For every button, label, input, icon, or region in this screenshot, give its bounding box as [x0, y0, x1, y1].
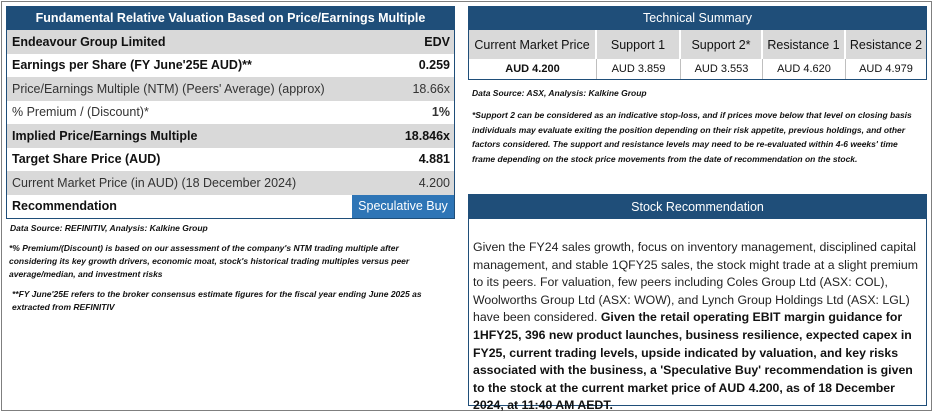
header-support-2: Support 2*	[681, 30, 763, 59]
table-row: % Premium / (Discount)* 1%	[7, 101, 454, 125]
eps-value: 0.259	[418, 58, 450, 73]
company-ticker: EDV	[424, 34, 450, 49]
support-footnote: *Support 2 can be considered as an indic…	[472, 110, 912, 164]
implied-pe-label: Implied Price/Earnings Multiple	[12, 128, 198, 143]
technical-title: Technical Summary	[468, 6, 927, 30]
table-row: Current Market Price (in AUD) (18 Decemb…	[7, 171, 454, 195]
valuation-table: Endeavour Group Limited EDV Earnings per…	[6, 30, 455, 219]
header-resistance-1: Resistance 1	[763, 30, 846, 59]
market-price-label: Current Market Price (in AUD) (18 Decemb…	[12, 175, 297, 190]
stock-recommendation-body: Given the FY24 sales growth, focus on in…	[469, 219, 926, 412]
premium-label: % Premium / (Discount)*	[12, 105, 149, 120]
table-row: Recommendation Speculative Buy	[7, 194, 454, 218]
pe-multiple-label: Price/Earnings Multiple (NTM) (Peers' Av…	[12, 81, 325, 96]
technical-values-row: AUD 4.200 AUD 3.859 AUD 3.553 AUD 4.620 …	[469, 59, 926, 79]
header-current-price: Current Market Price	[469, 30, 597, 59]
company-name: Endeavour Group Limited	[12, 34, 166, 49]
header-resistance-2: Resistance 2	[849, 37, 923, 52]
valuation-panel: Fundamental Relative Valuation Based on …	[6, 6, 455, 314]
table-row: Earnings per Share (FY June'25E AUD)** 0…	[7, 54, 454, 78]
value-support-1: AUD 3.859	[597, 59, 681, 79]
recommendation-text: Given the FY24 sales growth, focus on in…	[473, 240, 918, 325]
recommendation-bold-text: Given the retail operating EBIT margin g…	[473, 310, 913, 412]
implied-pe-value: 18.846x	[404, 128, 450, 143]
market-price-value: 4.200	[418, 175, 450, 190]
technical-panel: Technical Summary Current Market Price S…	[468, 6, 927, 166]
target-price-value: 4.881	[418, 152, 450, 167]
table-row: Price/Earnings Multiple (NTM) (Peers' Av…	[7, 77, 454, 101]
table-row: Implied Price/Earnings Multiple 18.846x	[7, 124, 454, 148]
technical-header-row: Current Market Price Support 1 Support 2…	[469, 30, 926, 59]
valuation-source: Data Source: REFINITIV, Analysis: Kalkin…	[10, 223, 208, 233]
value-resistance-1: AUD 4.620	[763, 59, 846, 79]
stock-recommendation-panel: Stock Recommendation Given the FY24 sale…	[468, 194, 927, 412]
premium-footnote: *% Premium/(Discount) is based on our as…	[9, 243, 410, 279]
valuation-title: Fundamental Relative Valuation Based on …	[6, 6, 455, 30]
header-support-1: Support 1	[597, 30, 681, 59]
technical-table: Current Market Price Support 1 Support 2…	[468, 30, 927, 80]
target-price-label: Target Share Price (AUD)	[12, 152, 161, 167]
recommendation-badge: Speculative Buy	[352, 194, 454, 218]
pe-multiple-value: 18.66x	[412, 81, 450, 96]
value-resistance-2: AUD 4.979	[859, 63, 913, 75]
technical-source: Data Source: ASX, Analysis: Kalkine Grou…	[472, 88, 647, 98]
eps-label: Earnings per Share (FY June'25E AUD)**	[12, 58, 252, 73]
table-row: Target Share Price (AUD) 4.881	[7, 148, 454, 172]
value-support-2: AUD 3.553	[681, 59, 763, 79]
stock-recommendation-title: Stock Recommendation	[469, 195, 926, 219]
value-current-price: AUD 4.200	[469, 59, 597, 79]
recommendation-label: Recommendation	[12, 199, 117, 214]
company-row: Endeavour Group Limited EDV	[7, 30, 454, 54]
premium-value: 1%	[431, 105, 450, 120]
eps-footnote: **FY June'25E refers to the broker conse…	[12, 289, 422, 312]
